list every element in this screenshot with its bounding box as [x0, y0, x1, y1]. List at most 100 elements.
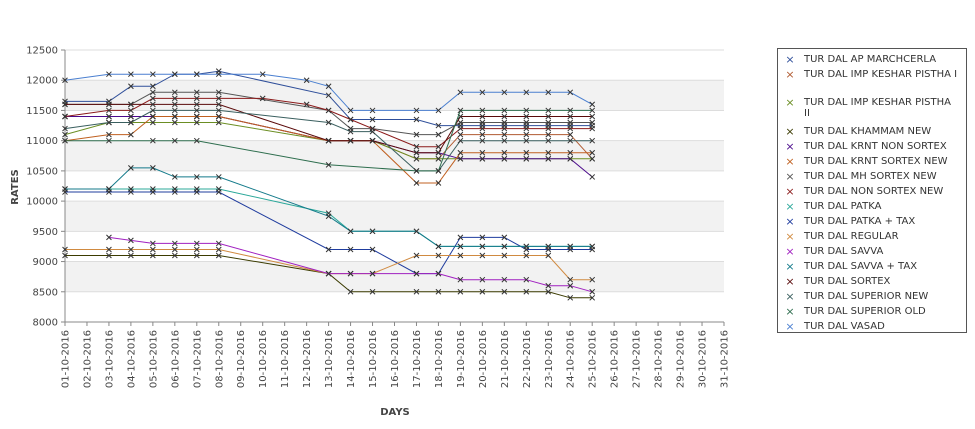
- x-tick-label: 10-10-2016: [258, 330, 269, 388]
- x-tick-label: 04-10-2016: [126, 330, 137, 388]
- data-point: [215, 71, 222, 78]
- data-point: [62, 137, 68, 144]
- data-point: [325, 213, 332, 220]
- data-point: [523, 113, 530, 120]
- data-point: [62, 131, 68, 138]
- data-point: [106, 246, 112, 253]
- data-point: [545, 288, 552, 295]
- data-point: [567, 107, 574, 114]
- x-tick-label: 30-10-2016: [698, 330, 709, 388]
- data-point: [193, 174, 200, 180]
- grid-band: [65, 140, 724, 171]
- data-point: [457, 288, 464, 295]
- x-tick-label: 18-10-2016: [434, 330, 445, 388]
- data-point: [106, 234, 112, 241]
- data-point: [413, 228, 420, 235]
- data-point: [567, 125, 574, 132]
- data-point: [128, 113, 134, 120]
- data-point: [259, 95, 266, 102]
- legend-item: × TUR DAL SUPERIOR NEW: [782, 291, 964, 303]
- data-point: [150, 240, 156, 247]
- data-point: [567, 294, 574, 301]
- data-point: [457, 125, 464, 132]
- data-point: [479, 113, 486, 120]
- legend-label: TUR DAL REGULAR: [804, 231, 899, 242]
- data-point: [193, 101, 200, 108]
- series-15: [62, 107, 596, 174]
- x-tick-label: 15-10-2016: [368, 330, 379, 388]
- data-point: [347, 128, 354, 135]
- data-point: [171, 107, 178, 114]
- data-point: [457, 155, 464, 162]
- data-point: [193, 240, 200, 247]
- legend-item: × TUR DAL REGULAR: [782, 231, 964, 243]
- data-point: [501, 276, 508, 283]
- y-tick-labels: 8000 8500 9000 9500 10000 10500 11000 11500 1200…: [26, 46, 58, 329]
- data-point: [325, 161, 332, 168]
- legend-item: × TUR DAL AP MARCHCERLA: [782, 54, 964, 66]
- data-point: [193, 113, 200, 120]
- data-point: [567, 113, 574, 120]
- data-point: [501, 155, 508, 162]
- legend-item: × TUR DAL KHAMMAM NEW: [782, 126, 964, 138]
- legend-marker-icon: ×: [785, 305, 795, 318]
- data-point: [479, 119, 486, 126]
- legend-item: × TUR DAL PATKA + TAX: [782, 216, 964, 228]
- legend-item: × TUR DAL IMP KESHAR PISTHA I: [782, 69, 964, 81]
- data-point: [215, 240, 222, 247]
- data-point: [325, 137, 332, 144]
- x-tick-label: 06-10-2016: [170, 330, 181, 388]
- data-point: [106, 119, 112, 126]
- data-point: [128, 165, 134, 171]
- legend-marker-icon: ×: [785, 275, 795, 288]
- data-point: [215, 252, 222, 259]
- data-point: [457, 243, 464, 250]
- data-point: [589, 125, 596, 132]
- data-point: [369, 107, 376, 114]
- data-point: [193, 246, 200, 253]
- data-point: [325, 270, 332, 277]
- legend-label: TUR DAL SUPERIOR NEW: [804, 291, 929, 302]
- data-point: [347, 228, 354, 235]
- data-point: [128, 107, 134, 114]
- data-point: [171, 119, 178, 126]
- data-point: [479, 276, 486, 283]
- data-point: [150, 119, 156, 126]
- data-point: [150, 83, 156, 90]
- data-point: [523, 89, 530, 96]
- data-point: [347, 270, 354, 277]
- legend-item: × TUR DAL SAVVA: [782, 246, 964, 258]
- y-axis-title: RATES: [10, 169, 21, 205]
- legend-label: TUR DAL NON SORTEX NEW: [804, 186, 944, 197]
- data-point: [106, 186, 112, 192]
- legend-label: TUR DAL KRNT SORTEX NEW: [804, 156, 948, 167]
- data-point: [150, 165, 156, 171]
- legend-label: TUR DAL PATKA + TAX: [804, 216, 916, 227]
- data-point: [128, 71, 134, 78]
- legend-label: TUR DAL SAVVA: [804, 246, 884, 257]
- data-point: [325, 92, 332, 99]
- data-point: [589, 119, 596, 126]
- y-tick-label: 8000: [33, 318, 58, 329]
- data-point: [193, 119, 200, 126]
- data-point: [171, 89, 178, 96]
- data-point: [567, 89, 574, 96]
- x-tick-label: 27-10-2016: [632, 330, 643, 388]
- data-point: [479, 89, 486, 96]
- chart-legend: × TUR DAL AP MARCHCERLA × TUR DAL IMP KESHA…: [777, 48, 967, 333]
- data-point: [303, 101, 310, 108]
- data-point: [128, 131, 134, 138]
- x-tick-label: 29-10-2016: [676, 330, 687, 388]
- data-point: [457, 149, 464, 156]
- data-point: [150, 107, 156, 114]
- legend-marker-icon: ×: [785, 260, 795, 273]
- data-point: [62, 101, 68, 108]
- series-12: [62, 165, 596, 250]
- data-point: [106, 101, 112, 108]
- legend-marker-icon: ×: [785, 215, 795, 228]
- x-tick-label: 19-10-2016: [456, 330, 467, 388]
- series-16: [62, 71, 596, 114]
- data-point: [215, 246, 222, 253]
- data-point: [150, 113, 156, 120]
- data-point: [347, 288, 354, 295]
